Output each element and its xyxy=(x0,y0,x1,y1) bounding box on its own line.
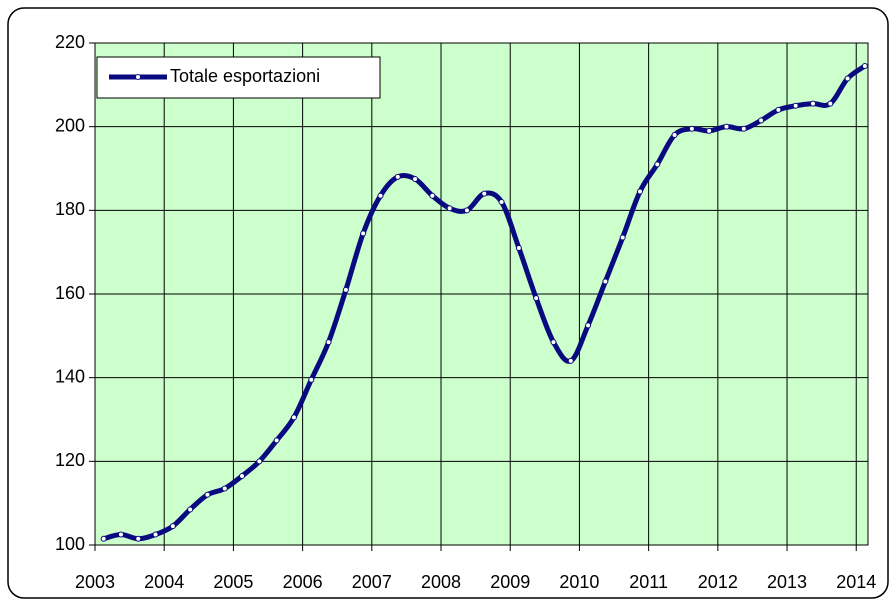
data-point xyxy=(239,472,246,479)
data-point xyxy=(550,339,557,346)
data-point xyxy=(809,100,816,107)
data-point xyxy=(498,198,505,205)
y-tick-label: 220 xyxy=(55,32,85,52)
data-point xyxy=(290,414,297,421)
x-tick-label: 2013 xyxy=(767,572,807,592)
data-point xyxy=(100,535,107,542)
data-point xyxy=(792,102,799,109)
data-point xyxy=(256,458,263,465)
data-point xyxy=(533,295,540,302)
data-point xyxy=(169,523,176,530)
data-point xyxy=(671,132,678,139)
x-tick-label: 2005 xyxy=(213,572,253,592)
y-tick-label: 180 xyxy=(55,199,85,219)
data-point xyxy=(567,357,574,364)
data-point xyxy=(342,286,349,293)
x-tick-label: 2003 xyxy=(75,572,115,592)
y-tick-label: 200 xyxy=(55,115,85,135)
data-point xyxy=(117,531,124,538)
data-point xyxy=(204,491,211,498)
data-point xyxy=(827,100,834,107)
data-point xyxy=(325,339,332,346)
x-tick-label: 2008 xyxy=(421,572,461,592)
y-tick-label: 160 xyxy=(55,283,85,303)
y-tick-label: 100 xyxy=(55,534,85,554)
data-point xyxy=(308,376,315,383)
data-point xyxy=(602,278,609,285)
data-point xyxy=(636,188,643,195)
data-point xyxy=(429,192,436,199)
x-tick-label: 2011 xyxy=(629,572,668,592)
data-point xyxy=(273,437,280,444)
data-point xyxy=(135,535,142,542)
data-point xyxy=(446,205,453,212)
x-tick-label: 2012 xyxy=(698,572,738,592)
data-point xyxy=(723,123,730,130)
x-tick-label: 2009 xyxy=(490,572,530,592)
x-tick-label: 2004 xyxy=(144,572,184,592)
data-point xyxy=(377,192,384,199)
legend-label: Totale esportazioni xyxy=(170,66,320,86)
x-tick-label: 2010 xyxy=(559,572,599,592)
x-tick-label: 2006 xyxy=(283,572,323,592)
legend-marker xyxy=(135,74,141,80)
y-tick-label: 120 xyxy=(55,450,85,470)
data-point xyxy=(152,531,159,538)
data-point xyxy=(688,125,695,132)
data-point xyxy=(619,234,626,241)
data-point xyxy=(654,161,661,168)
x-tick-label: 2014 xyxy=(836,572,876,592)
data-point xyxy=(394,173,401,180)
x-tick-label: 2007 xyxy=(352,572,392,592)
data-point xyxy=(463,207,470,214)
data-point xyxy=(221,485,228,492)
y-tick-label: 140 xyxy=(55,366,85,386)
data-point xyxy=(861,63,868,70)
data-point xyxy=(585,322,592,329)
data-point xyxy=(515,244,522,251)
data-point xyxy=(481,190,488,197)
data-point xyxy=(775,106,782,113)
data-point xyxy=(758,117,765,124)
data-point xyxy=(740,125,747,132)
data-point xyxy=(706,127,713,134)
data-point xyxy=(412,175,419,182)
data-point xyxy=(360,230,367,237)
data-point xyxy=(844,75,851,82)
data-point xyxy=(187,506,194,513)
